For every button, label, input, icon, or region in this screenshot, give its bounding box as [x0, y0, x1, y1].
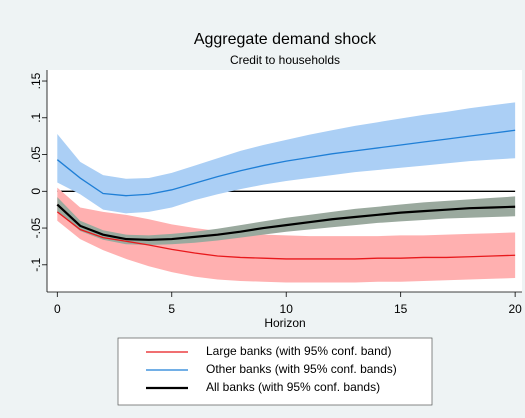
chart-title: Aggregate demand shock [194, 31, 377, 48]
confidence-band [57, 102, 516, 214]
y-tick-label: -.1 [29, 257, 43, 271]
x-tick-label: 15 [394, 302, 408, 316]
y-tick-label: .1 [29, 112, 43, 122]
x-tick-label: 10 [280, 302, 294, 316]
legend [117, 337, 433, 406]
x-tick-label: 20 [508, 302, 522, 316]
y-tick-label: -.05 [29, 217, 43, 238]
y-tick-label: 0 [29, 188, 43, 195]
confidence-band [57, 196, 516, 245]
y-tick-label: .05 [29, 146, 43, 163]
series-line [56, 129, 516, 197]
legend-label: Other banks (with 95% conf. bands) [206, 362, 397, 376]
series-line [56, 203, 516, 241]
y-tick-label: .15 [29, 72, 43, 89]
chart-subtitle: Credit to households [230, 53, 340, 67]
x-axis-label: Horizon [264, 316, 305, 330]
legend-label: Large banks (with 95% conf. band) [206, 344, 391, 358]
series-line [56, 211, 516, 260]
x-tick-label: 5 [168, 302, 175, 316]
x-tick-label: 0 [54, 302, 61, 316]
legend-label: All banks (with 95% conf. bands) [206, 380, 380, 394]
